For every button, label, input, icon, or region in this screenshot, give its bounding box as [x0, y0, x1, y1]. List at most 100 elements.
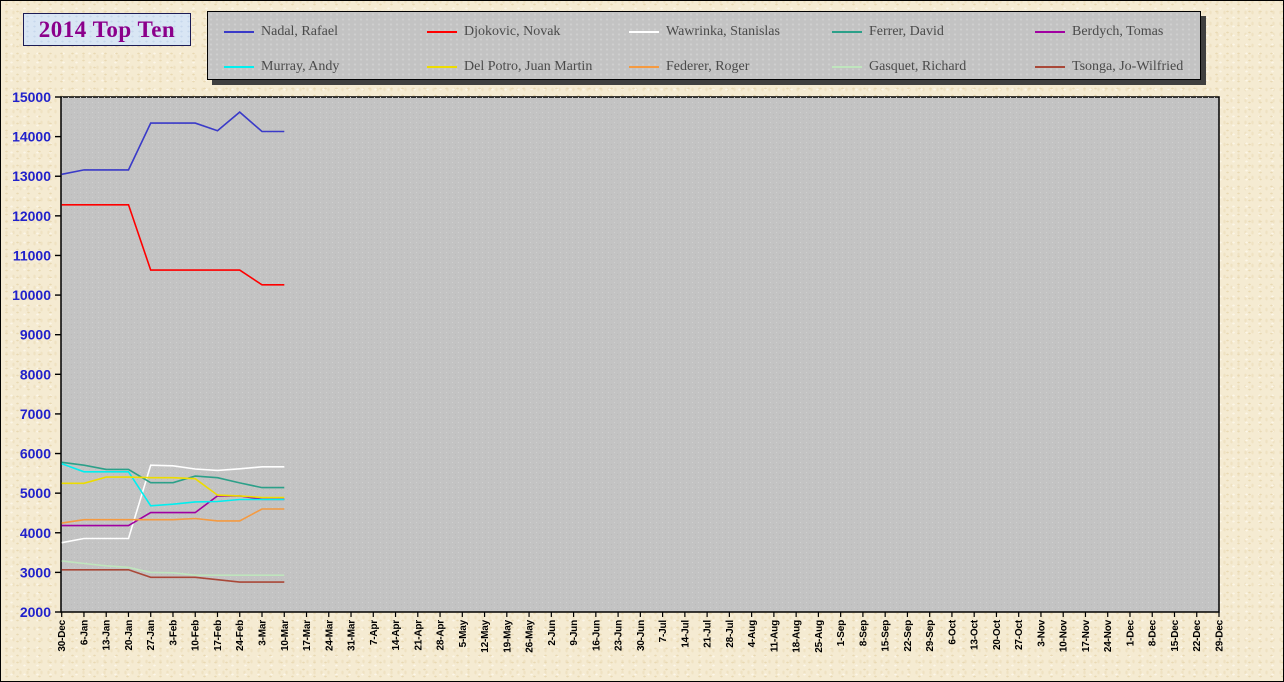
series-line-tsonga-jo-wilfried[interactable] — [61, 568, 285, 583]
x-axis-label: 3-Nov — [1036, 619, 1047, 646]
x-axis-label: 20-Oct — [992, 619, 1003, 650]
y-axis-label: 14000 — [12, 129, 51, 145]
series-line-del-potro-juan-martin[interactable] — [61, 476, 285, 499]
series-line-djokovic-novak[interactable] — [61, 204, 285, 286]
legend-line-swatch — [1035, 66, 1065, 68]
x-axis-label: 17-Feb — [213, 620, 224, 651]
legend-item-ferrer-david[interactable]: Ferrer, David — [832, 24, 944, 40]
x-axis-label: 22-Dec — [1192, 619, 1203, 651]
x-axis-label: 16-Jun — [591, 620, 602, 651]
x-axis-label: 15-Sep — [881, 620, 892, 652]
chart-title-box[interactable]: 2014 Top Ten — [23, 13, 191, 46]
x-axis-label: 30-Jun — [636, 620, 647, 651]
legend-item-label: Wawrinka, Stanislas — [666, 24, 780, 39]
x-axis-label: 28-Apr — [436, 620, 447, 651]
legend-item-label: Murray, Andy — [261, 59, 340, 74]
y-axis-label: 12000 — [12, 208, 51, 224]
x-axis-label: 1-Sep — [836, 620, 847, 646]
legend-line-swatch — [832, 31, 862, 33]
y-axis-label: 10000 — [12, 287, 51, 303]
x-axis-label: 15-Dec — [1170, 619, 1181, 651]
y-axis-label: 15000 — [12, 89, 51, 105]
y-axis-label: 7000 — [20, 406, 51, 422]
x-axis-label: 27-Oct — [1014, 619, 1025, 650]
series-line-murray-andy[interactable] — [61, 463, 285, 507]
x-axis-label: 2-Jun — [547, 620, 558, 646]
x-axis-label: 6-Jan — [79, 620, 90, 645]
x-axis-label: 10-Nov — [1059, 619, 1070, 652]
x-axis-label: 6-Oct — [947, 619, 958, 644]
legend-item-tsonga-jo-wilfried[interactable]: Tsonga, Jo-Wilfried — [1035, 59, 1183, 75]
x-axis-label: 13-Oct — [970, 619, 981, 650]
y-axis-label: 8000 — [20, 366, 51, 382]
x-axis-label: 25-Aug — [814, 620, 825, 653]
x-axis-label: 31-Mar — [347, 620, 358, 651]
legend-line-swatch — [224, 66, 254, 68]
legend-line-swatch — [629, 66, 659, 68]
x-axis-label: 5-May — [458, 619, 469, 647]
x-axis-label: 9-Jun — [569, 620, 580, 646]
x-axis-label: 19-May — [502, 619, 513, 652]
legend-item-federer-roger[interactable]: Federer, Roger — [629, 59, 749, 75]
x-axis-label: 21-Apr — [413, 620, 424, 651]
legend-line-swatch — [224, 31, 254, 33]
legend-item-label: Gasquet, Richard — [869, 59, 967, 74]
x-axis-label: 12-May — [480, 619, 491, 652]
x-axis-label: 23-Jun — [614, 620, 625, 651]
x-axis-label: 21-Jul — [703, 620, 714, 648]
x-axis-label: 8-Dec — [1148, 619, 1159, 646]
legend-item-murray-andy[interactable]: Murray, Andy — [224, 59, 339, 75]
legend-item-label: Djokovic, Novak — [464, 24, 561, 39]
x-axis-label: 11-Aug — [769, 620, 780, 652]
y-axis-label: 2000 — [20, 604, 51, 620]
x-axis-label: 3-Mar — [258, 620, 269, 646]
x-axis-label: 1-Dec — [1125, 619, 1136, 646]
x-axis-label: 20-Jan — [124, 620, 135, 651]
y-axis-label: 11000 — [13, 247, 51, 263]
y-axis-label: 13000 — [12, 168, 51, 184]
x-axis-label: 14-Jul — [680, 620, 691, 648]
x-axis-label: 29-Dec — [1215, 619, 1226, 651]
legend-item-wawrinka-stanislas[interactable]: Wawrinka, Stanislas — [629, 24, 780, 40]
series-line-nadal-rafael[interactable] — [61, 111, 285, 176]
legend-item-label: Tsonga, Jo-Wilfried — [1072, 59, 1184, 74]
legend-item-del-potro-juan-martin[interactable]: Del Potro, Juan Martin — [427, 59, 592, 75]
x-axis-label: 10-Mar — [280, 620, 291, 651]
legend-line-swatch — [427, 31, 457, 33]
series-line-wawrinka-stanislas[interactable] — [61, 464, 285, 544]
x-axis-label: 24-Feb — [235, 620, 246, 651]
legend-item-nadal-rafael[interactable]: Nadal, Rafael — [224, 24, 338, 40]
legend-item-label: Del Potro, Juan Martin — [464, 59, 593, 74]
x-axis-label: 24-Mar — [324, 620, 335, 651]
legend-item-gasquet-richard[interactable]: Gasquet, Richard — [832, 59, 966, 75]
x-axis-label: 22-Sep — [903, 620, 914, 652]
legend-line-swatch — [1035, 31, 1065, 33]
series-line-ferrer-david[interactable] — [61, 461, 285, 489]
x-axis-label: 17-Mar — [302, 620, 313, 651]
legend[interactable]: Nadal, Rafael Djokovic, Novak Wawrinka, St… — [207, 11, 1201, 80]
legend-item-djokovic-novak[interactable]: Djokovic, Novak — [427, 24, 560, 40]
series-line-federer-roger[interactable] — [61, 508, 285, 524]
x-axis-label: 13-Jan — [102, 620, 113, 651]
legend-line-swatch — [427, 66, 457, 68]
x-axis-label: 4-Aug — [747, 620, 758, 647]
y-axis-label: 4000 — [20, 525, 51, 541]
x-axis-label: 7-Apr — [369, 620, 380, 645]
x-axis-label: 7-Jul — [658, 620, 669, 643]
x-axis-label: 18-Aug — [792, 620, 803, 653]
y-axis-label: 9000 — [20, 327, 51, 343]
legend-item-berdych-tomas[interactable]: Berdych, Tomas — [1035, 24, 1163, 40]
y-axis-label: 3000 — [20, 564, 51, 580]
legend-line-swatch — [832, 66, 862, 68]
x-axis-label: 3-Feb — [168, 620, 179, 646]
y-axis-label: 5000 — [20, 485, 51, 501]
x-axis-label: 29-Sep — [925, 620, 936, 652]
legend-line-swatch — [629, 31, 659, 33]
x-axis-label: 28-Jul — [725, 620, 736, 648]
x-axis-label: 14-Apr — [391, 620, 402, 651]
legend-item-label: Federer, Roger — [666, 59, 750, 74]
y-axis-label: 6000 — [20, 446, 51, 462]
series-line-gasquet-richard[interactable] — [61, 560, 285, 577]
